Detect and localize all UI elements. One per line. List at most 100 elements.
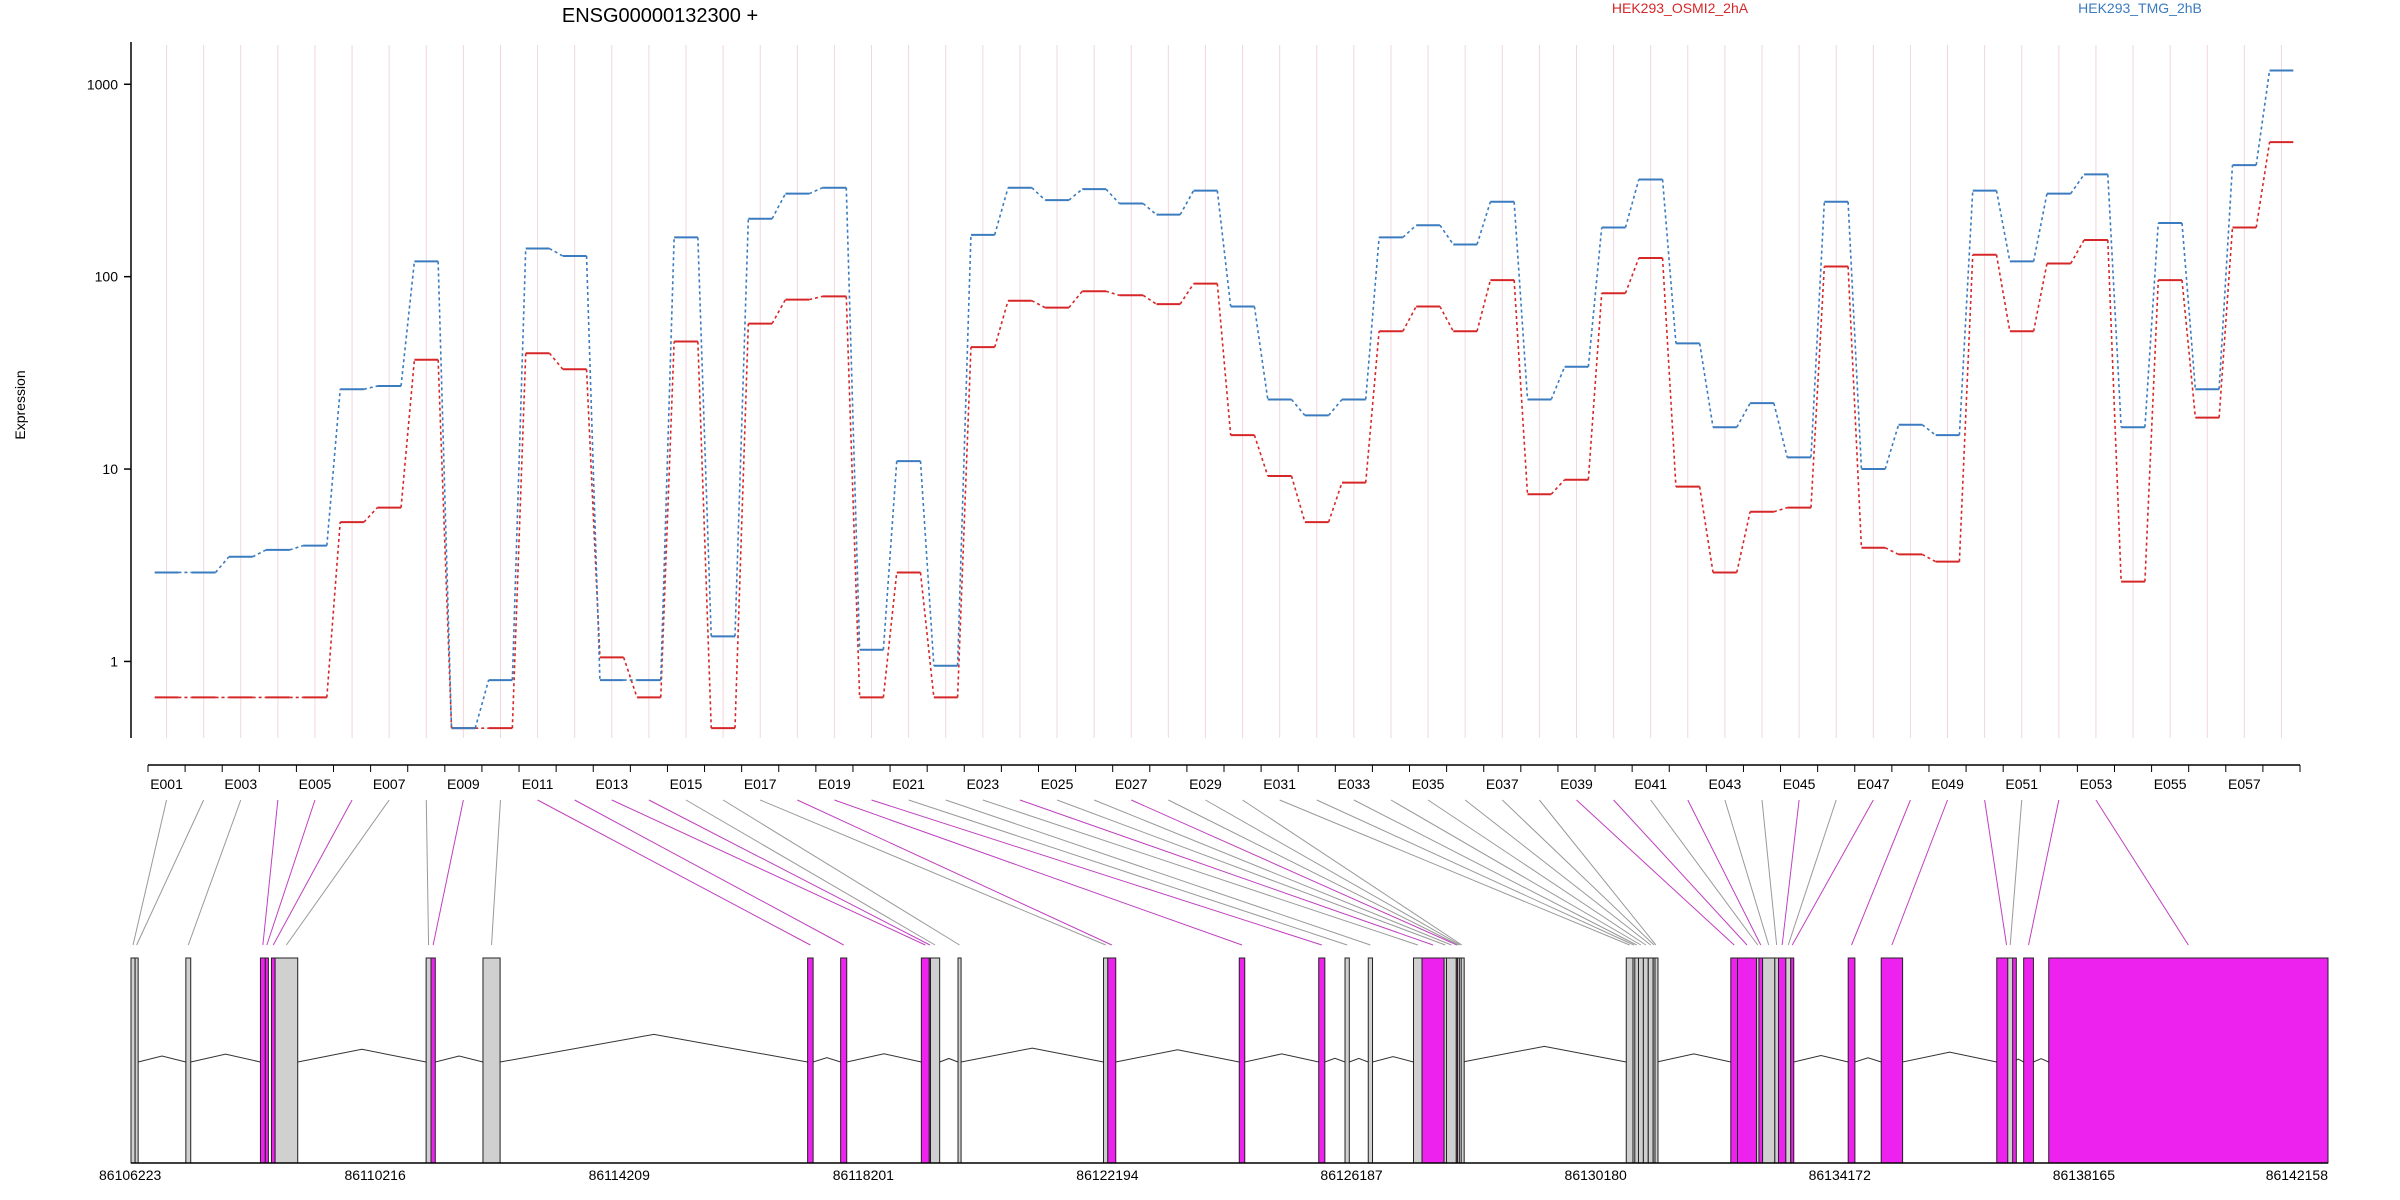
series-0-connector bbox=[622, 657, 638, 698]
exon-connector bbox=[685, 799, 936, 946]
series-0-connector bbox=[1735, 511, 1751, 573]
intron bbox=[1462, 1045, 1627, 1063]
series-1-connector bbox=[289, 544, 304, 551]
exon-connectors bbox=[132, 799, 2189, 946]
series-1-connector bbox=[771, 193, 787, 220]
exon-box bbox=[1790, 957, 1795, 1164]
exon-label: E047 bbox=[1857, 776, 1890, 792]
exon-box bbox=[840, 957, 848, 1164]
series-0-connector bbox=[2070, 239, 2085, 264]
exon-box bbox=[259, 957, 266, 1164]
exon-connector bbox=[611, 799, 926, 946]
series-1-connector bbox=[993, 187, 1009, 236]
exon-connector bbox=[1650, 799, 1759, 946]
series-0-connector bbox=[1253, 434, 1269, 477]
series-0-connector bbox=[548, 352, 564, 370]
intron bbox=[1115, 1049, 1240, 1063]
exon-box bbox=[1774, 957, 1779, 1164]
series-1-connector bbox=[1290, 398, 1306, 416]
exon-label: E023 bbox=[966, 776, 999, 792]
exon-box bbox=[1625, 957, 1634, 1164]
series-0-connector bbox=[2181, 279, 2197, 418]
exon-connector bbox=[1576, 799, 1735, 946]
exon-connector bbox=[574, 799, 844, 946]
exon-box bbox=[130, 957, 136, 1164]
legend-series-0: HEK293_OSMI2_2hA bbox=[1612, 0, 1749, 16]
exon-box bbox=[1647, 957, 1654, 1164]
exon-box bbox=[1637, 957, 1644, 1164]
exon-connector bbox=[1687, 799, 1762, 946]
series-0-connector bbox=[1216, 283, 1232, 436]
exon-label: E005 bbox=[299, 776, 332, 792]
series-1-connector bbox=[659, 237, 675, 681]
series-1-connector bbox=[2218, 165, 2234, 390]
series-1-connector bbox=[1216, 190, 1232, 307]
series-1-connector bbox=[845, 187, 861, 650]
exon-box bbox=[270, 957, 276, 1164]
exon-connector bbox=[1538, 799, 1657, 946]
series-1-connector bbox=[882, 461, 898, 650]
series-0-connector bbox=[1847, 266, 1863, 548]
exon-connector bbox=[425, 799, 430, 946]
exon-box bbox=[1737, 957, 1757, 1164]
series-1-connector bbox=[1068, 188, 1083, 201]
exon-box bbox=[2048, 957, 2329, 1164]
exon-label: E027 bbox=[1115, 776, 1148, 792]
series-0-connector bbox=[1884, 547, 1899, 556]
exon-label: E031 bbox=[1263, 776, 1296, 792]
exon-connector bbox=[722, 799, 960, 946]
series-0-connector bbox=[1476, 279, 1492, 332]
series-0-connector bbox=[1402, 306, 1417, 332]
genomic-coordinate-label: 86106223 bbox=[99, 1167, 162, 1183]
exon-label: E011 bbox=[522, 776, 554, 792]
exon-label: E043 bbox=[1709, 776, 1742, 792]
series-1-connector bbox=[919, 461, 935, 666]
series-0-connector bbox=[511, 353, 527, 729]
exon-box bbox=[1996, 957, 2017, 1164]
exon-label: E057 bbox=[2228, 776, 2261, 792]
exon-connector bbox=[1464, 799, 1652, 946]
exon-connector bbox=[1279, 799, 1630, 946]
series-0-connector bbox=[845, 296, 861, 698]
exon-connector bbox=[1056, 799, 1446, 946]
series-0-connector bbox=[585, 369, 601, 658]
intron bbox=[190, 1053, 261, 1063]
series-1-connector bbox=[1550, 366, 1566, 400]
exon-label: E035 bbox=[1412, 776, 1445, 792]
series-0-connector bbox=[771, 299, 787, 325]
series-0-connector bbox=[808, 295, 823, 301]
exon-connector bbox=[1205, 799, 1461, 946]
series-1-connector bbox=[734, 218, 750, 637]
intron bbox=[960, 1047, 1104, 1063]
exon-connector bbox=[1019, 799, 1434, 946]
exon-box bbox=[1367, 957, 1374, 1164]
series-1-connector bbox=[808, 186, 823, 195]
exon-connector bbox=[1242, 799, 1463, 946]
intron bbox=[435, 1055, 484, 1063]
exon-label: E053 bbox=[2080, 776, 2113, 792]
exon-label: E045 bbox=[1783, 776, 1816, 792]
exon-label: E017 bbox=[744, 776, 777, 792]
exon-label: E015 bbox=[670, 776, 703, 792]
y-tick-label: 100 bbox=[95, 269, 119, 285]
exon-box bbox=[1107, 957, 1117, 1164]
exon-box bbox=[1880, 957, 1904, 1164]
series-1-connector bbox=[1847, 201, 1863, 470]
exon-label: E049 bbox=[1931, 776, 1964, 792]
series-0-connector bbox=[1290, 475, 1306, 523]
intron bbox=[1902, 1051, 1997, 1063]
series-1-connector bbox=[1402, 224, 1417, 238]
series-1-connector bbox=[474, 679, 490, 729]
exon-box bbox=[1103, 957, 1109, 1164]
series-1-connector bbox=[400, 261, 416, 387]
series-0-connector bbox=[697, 341, 713, 729]
series-1-connector bbox=[1031, 187, 1046, 201]
exon-box bbox=[430, 957, 436, 1164]
y-axis-label: Expression bbox=[12, 370, 28, 439]
series-1-connector bbox=[363, 385, 378, 390]
series-1-connector bbox=[252, 549, 267, 558]
exon-connector bbox=[136, 799, 205, 946]
exon-box bbox=[134, 957, 139, 1164]
series-0-connector bbox=[1327, 482, 1343, 523]
